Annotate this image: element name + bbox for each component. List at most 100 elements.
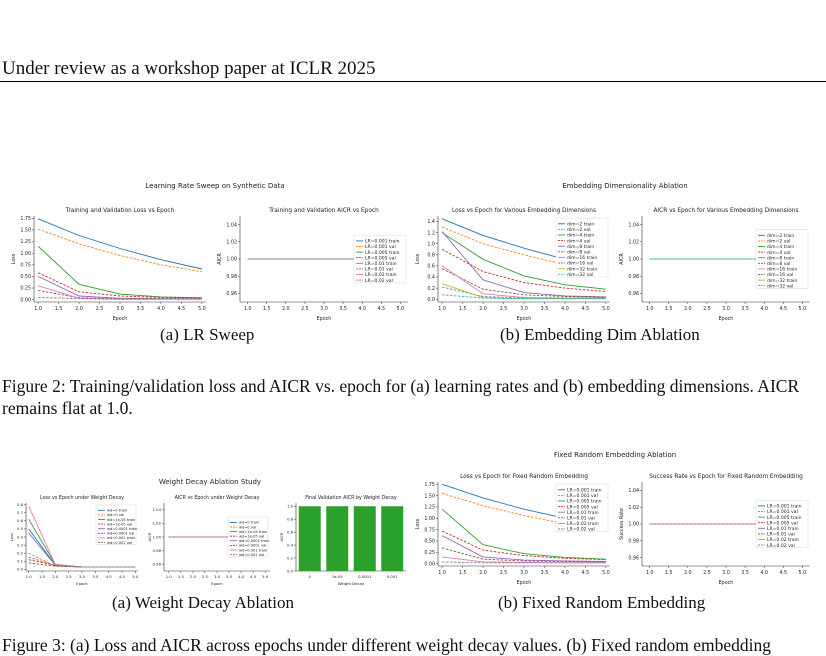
legend-label: LR=0.02 val [567, 527, 595, 533]
y-tick-label: 0.7 [17, 510, 24, 515]
y-tick-label: 0.98 [628, 538, 639, 544]
chart-p8: Loss vs Epoch for Fixed Random Embedding… [415, 474, 610, 586]
chart-p5: Loss vs Epoch under Weight Decay 0.0 0.1 0.… [9, 495, 139, 586]
legend-label: dim=16 train [567, 255, 597, 261]
x-tick-label: 3.0 [214, 574, 221, 579]
x-tick-label: 5.0 [262, 574, 269, 579]
x-tick-label: 1.5 [55, 306, 63, 312]
y-axis-label: Loss [415, 518, 421, 529]
chart-title: Training and Validation AICR vs Epoch [268, 208, 379, 214]
x-tick-label: 2.5 [66, 574, 73, 579]
y-tick-label: 1.04 [226, 222, 237, 228]
chart-p2: Training and Validation AICR vs Epoch 0.9… [217, 208, 408, 322]
legend-label: wd=1e-05 train [107, 518, 135, 522]
legend-label: dim=32 train [567, 266, 597, 272]
series-line [28, 556, 136, 568]
y-axis-label: AICR [279, 532, 284, 541]
series-line [441, 268, 606, 298]
y-tick-label: 0.96 [628, 555, 639, 561]
chart-title: Training and Validation Loss vs Epoch [65, 208, 175, 214]
x-tick-label: 2.5 [703, 570, 711, 576]
legend-label: LR=0.02 train [365, 272, 397, 278]
chart-p7: Final Validation AICR by Weight Decay 0.0… [279, 495, 406, 586]
y-tick-label: 0.6 [287, 529, 294, 534]
legend-label: LR=0.01 train [567, 510, 599, 516]
legend-box [755, 229, 809, 289]
series-line [441, 530, 606, 561]
y-tick-label: 0.3 [17, 542, 24, 547]
x-tick-label: 2.5 [301, 306, 309, 312]
chart-title: Final Validation AICR by Weight Decay [305, 495, 397, 501]
series-line [37, 228, 202, 273]
x-tick-label: 3.5 [339, 306, 347, 312]
y-tick-label: 1.25 [424, 505, 435, 511]
y-tick-label: 1.02 [628, 239, 639, 245]
x-tick-label: 3.5 [741, 570, 749, 576]
legend-label: dim=8 train [767, 255, 794, 261]
x-tick-label: 4.0 [561, 306, 569, 312]
y-tick-label: 1.2 [427, 230, 435, 236]
x-tick-label: 3.0 [320, 306, 328, 312]
legend-label: wd=1e-05 val [107, 522, 132, 526]
legend-label: wd=0.001 train [239, 548, 267, 552]
x-tick-label: 4.5 [779, 306, 787, 312]
y-tick-label: 1.00 [628, 522, 639, 528]
y-tick-label: 1.00 [628, 257, 639, 263]
y-tick-label: 0.4 [17, 534, 24, 539]
legend-label: LR=0.005 train [567, 499, 602, 505]
x-tick-label: 4.0 [157, 306, 165, 312]
series-line [441, 535, 606, 562]
x-tick-label: 3.5 [541, 306, 549, 312]
legend-label: LR=0.02 val [365, 278, 393, 284]
y-tick-label: 1.00 [153, 534, 162, 539]
legend-label: LR=0.01 val [567, 515, 595, 521]
x-tick-label: 3.5 [741, 306, 749, 312]
series-line [441, 547, 606, 563]
y-tick-label: 1.04 [628, 222, 639, 228]
x-axis-label: Epoch [113, 316, 128, 322]
chart-title: Loss vs Epoch under Weight Decay [40, 495, 124, 501]
y-axis-label: Loss [11, 253, 17, 264]
x-tick-label: 5.0 [799, 570, 807, 576]
y-tick-label: 0.2 [427, 286, 435, 292]
legend-label: LR=0.01 train [365, 261, 397, 267]
x-tick-label: 2.0 [479, 306, 487, 312]
x-tick-label: 4.5 [582, 570, 590, 576]
y-axis-label: AICR [619, 253, 625, 265]
bar [381, 506, 404, 571]
x-tick-label: 1.0 [646, 306, 654, 312]
x-tick-label: 5.0 [602, 570, 610, 576]
chart-p9: Success Rate vs Epoch for Fixed Random E… [619, 474, 810, 586]
legend-label: dim=8 val [567, 249, 590, 255]
legend-label: LR=0.005 train [767, 515, 802, 521]
x-tick-label: 1.0 [646, 570, 654, 576]
x-axis-label: Epoch [719, 316, 734, 322]
x-tick-label: 2.0 [190, 574, 197, 579]
x-axis-label: Epoch [211, 581, 223, 586]
legend-label: LR=0.001 val [567, 493, 598, 499]
x-tick-label: 2.5 [202, 574, 209, 579]
y-tick-label: 0.50 [20, 274, 31, 280]
y-tick-label: 0.98 [628, 274, 639, 280]
x-tick-label: 4.0 [106, 574, 113, 579]
x-tick-label: 1.5 [665, 306, 673, 312]
x-tick-label: 5.0 [198, 306, 206, 312]
chart-title: Success Rate vs Epoch for Fixed Random E… [649, 474, 803, 480]
legend-label: LR=0.001 train [365, 239, 400, 245]
x-tick-label: 2.0 [479, 570, 487, 576]
legend-label: wd=0.0001 val [239, 544, 266, 548]
legend-label: LR=0.001 train [567, 487, 602, 493]
legend-label: LR=0.005 val [365, 255, 396, 261]
series-line [441, 248, 606, 292]
legend-label: dim=8 val [767, 261, 790, 267]
y-tick-label: 1.04 [153, 507, 162, 512]
y-axis-label: Success Rate [619, 508, 625, 540]
x-tick-label: 2.0 [282, 306, 290, 312]
chart-p4: AICR vs Epoch for Various Embedding Dime… [619, 208, 810, 322]
fig3a-super-title: Weight Decay Ablation Study [158, 478, 262, 486]
x-tick-label: 3.5 [541, 570, 549, 576]
y-tick-label: 1.02 [153, 521, 162, 526]
y-tick-label: 0.75 [20, 262, 31, 268]
legend-label: LR=0.02 train [767, 537, 799, 543]
x-axis-label: Epoch [517, 316, 532, 322]
